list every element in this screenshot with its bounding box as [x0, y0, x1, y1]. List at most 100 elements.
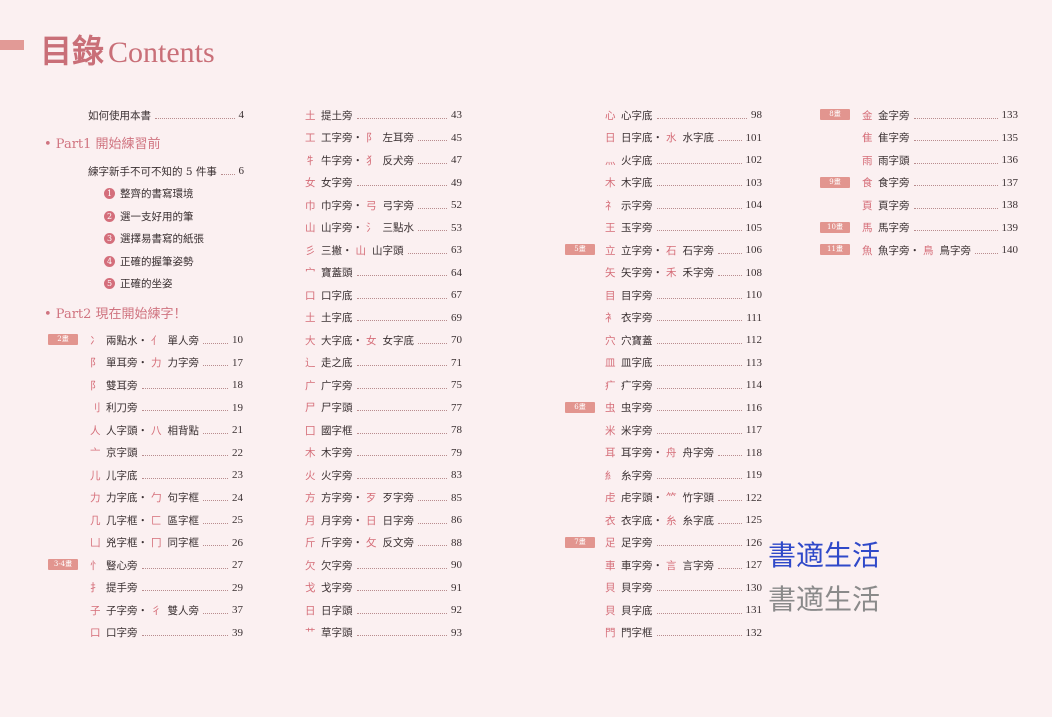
entry-label: 穴寶蓋 [621, 334, 653, 347]
toc-entry[interactable]: 土提土旁 43 [305, 104, 462, 126]
toc-entry[interactable]: 阝單耳旁・力力字旁 17 [90, 352, 243, 374]
entry-label: 寶蓋頭 [321, 267, 353, 279]
page-number: 69 [451, 311, 462, 324]
page-number: 119 [745, 469, 762, 481]
toc-entry[interactable]: 矢矢字旁・禾禾字旁 108 [605, 262, 762, 284]
toc-entry[interactable]: 皿皿字底 113 [605, 352, 762, 374]
toc-entry[interactable]: 亠京字頭 22 [90, 442, 243, 464]
toc-entry[interactable]: 口口字旁 39 [90, 622, 243, 644]
leader [418, 157, 447, 164]
toc-entry[interactable]: 斤斤字旁・攵反文旁 88 [305, 532, 462, 554]
toc-entry[interactable]: 冫兩點水・亻單人旁 10 [90, 329, 243, 351]
toc-entry[interactable]: 子子字旁・彳雙人旁 37 [90, 599, 243, 621]
entry-label: 土字底 [321, 312, 353, 324]
toc-entry[interactable]: 魚魚字旁・鳥鳥字旁 140 [862, 239, 1018, 261]
toc-entry[interactable]: 囗國字框 78 [305, 419, 462, 441]
toc-entry[interactable]: 几几字框・匚區字框 25 [90, 509, 243, 531]
toc-entry[interactable]: 足足字旁 126 [605, 532, 762, 554]
toc-entry[interactable]: 力力字底・勹句字框 24 [90, 487, 243, 509]
toc-entry[interactable]: 忄豎心旁 27 [90, 554, 243, 576]
toc-entry-intro[interactable]: 如何使用本書 4 [88, 104, 244, 126]
toc-entry[interactable]: 立立字旁・石石字旁 106 [605, 239, 762, 261]
toc-entry[interactable]: 衣衣字底・糸糸字底 125 [605, 509, 762, 531]
toc-entry[interactable]: 穴穴寶蓋 112 [605, 329, 762, 351]
entry-label: 子字旁・ [106, 604, 148, 617]
entry-label: 目字旁 [621, 289, 653, 302]
toc-entry[interactable]: 火火字旁 83 [305, 464, 462, 486]
toc-entry[interactable]: 礻示字旁 104 [605, 194, 762, 216]
entry-label: 心字底 [621, 109, 653, 122]
radical-glyph: 虫 [605, 402, 616, 414]
toc-entry[interactable]: 扌提手旁 29 [90, 577, 243, 599]
toc-entry[interactable]: 宀寶蓋頭 64 [305, 262, 462, 284]
leader [656, 539, 742, 546]
page-number: 139 [1001, 221, 1019, 234]
toc-entry[interactable]: 日日字底・水水字底 101 [605, 127, 762, 149]
toc-entry[interactable]: 王玉字旁 105 [605, 217, 762, 239]
toc-entry[interactable]: 貝貝字底 131 [605, 599, 762, 621]
entry-label: 巾字旁・ [321, 199, 363, 212]
toc-entry[interactable]: 土土字底 69 [305, 307, 462, 329]
toc-entry[interactable]: 木木字底 103 [605, 172, 762, 194]
toc-entry[interactable]: 疒疒字旁 114 [605, 374, 762, 396]
toc-entry[interactable]: 女女字旁 49 [305, 172, 462, 194]
toc-entry[interactable]: 刂利刀旁 19 [90, 397, 243, 419]
toc-entry[interactable]: 口口字底 67 [305, 284, 462, 306]
toc-entry[interactable]: 牜牛字旁・犭反犬旁 47 [305, 149, 462, 171]
toc-entry[interactable]: 糹糸字旁 119 [605, 464, 762, 486]
toc-entry[interactable]: 頁頁字旁 138 [862, 194, 1018, 216]
radical-glyph-2: 弓 [366, 199, 377, 212]
toc-entry[interactable]: 凵兇字框・冂同字框 26 [90, 532, 243, 554]
toc-entry[interactable]: 尸尸字頭 77 [305, 397, 462, 419]
radical-glyph: 金 [862, 109, 873, 122]
toc-entry[interactable]: 大大字底・女女字底 70 [305, 329, 462, 351]
toc-entry[interactable]: 衤衣字旁 111 [605, 307, 762, 329]
leader [141, 562, 228, 569]
radical-glyph-2: 糸 [666, 514, 677, 527]
leader [155, 112, 235, 119]
page-number: 91 [451, 581, 462, 594]
page-number: 110 [745, 289, 762, 301]
toc-entry[interactable]: 儿儿字底 23 [90, 464, 243, 486]
toc-entry[interactable]: 馬馬字旁 139 [862, 217, 1018, 239]
toc-entry[interactable]: 食食字旁 137 [862, 172, 1018, 194]
toc-entry[interactable]: 日日字頭 92 [305, 599, 462, 621]
toc-entry[interactable]: 貝貝字旁 130 [605, 577, 762, 599]
leader [407, 247, 447, 254]
toc-entry[interactable]: 虍虍字頭・⺮竹字頭 122 [605, 487, 762, 509]
toc-entry[interactable]: 木木字旁 79 [305, 442, 462, 464]
toc-entry[interactable]: 辶走之底 71 [305, 352, 462, 374]
toc-entry[interactable]: 金金字旁 133 [862, 104, 1018, 126]
toc-entry[interactable]: 欠欠字旁 90 [305, 554, 462, 576]
leader [203, 517, 228, 524]
toc-entry[interactable]: 山山字旁・氵三點水 53 [305, 217, 462, 239]
toc-entry[interactable]: 車車字旁・言言字旁 127 [605, 554, 762, 576]
toc-entry[interactable]: 灬火字底 102 [605, 149, 762, 171]
leader [718, 449, 742, 456]
toc-entry-five[interactable]: 練字新手不可不知的 5 件事 6 [88, 160, 244, 182]
toc-entry[interactable]: 人人字頭・八相背點 21 [90, 419, 243, 441]
entry-label: 矢字旁・ [621, 267, 663, 279]
entry-label: 木字旁 [321, 447, 353, 459]
page-number: 85 [451, 491, 462, 504]
toc-entry[interactable]: 阝雙耳旁 18 [90, 374, 243, 396]
page-number: 111 [746, 311, 762, 324]
toc-entry[interactable]: 广广字旁 75 [305, 374, 462, 396]
toc-entry[interactable]: 彡三撇・山山字頭 63 [305, 239, 462, 261]
toc-entry[interactable]: 戈戈字旁 91 [305, 577, 462, 599]
toc-entry[interactable]: 方方字旁・歹歹字旁 85 [305, 487, 462, 509]
toc-entry[interactable]: 目目字旁 110 [605, 284, 762, 306]
toc-entry[interactable]: 米米字旁 117 [605, 419, 762, 441]
toc-entry[interactable]: 隹隹字旁 135 [862, 127, 1018, 149]
toc-entry[interactable]: 門門字框 132 [605, 622, 762, 644]
radical-glyph: 礻 [605, 199, 616, 212]
toc-entry[interactable]: 心心字底 98 [605, 104, 762, 126]
toc-entry[interactable]: 艹草字頭 93 [305, 622, 462, 644]
toc-entry[interactable]: 月月字旁・日日字旁 86 [305, 509, 462, 531]
toc-entry[interactable]: 耳耳字旁・舟舟字旁 118 [605, 442, 762, 464]
radical-glyph: 貝 [605, 604, 616, 617]
toc-entry[interactable]: 工工字旁・阝左耳旁 45 [305, 127, 462, 149]
toc-entry[interactable]: 雨雨字頭 136 [862, 149, 1018, 171]
toc-entry[interactable]: 巾巾字旁・弓弓字旁 52 [305, 194, 462, 216]
toc-entry[interactable]: 虫虫字旁 116 [605, 397, 762, 419]
